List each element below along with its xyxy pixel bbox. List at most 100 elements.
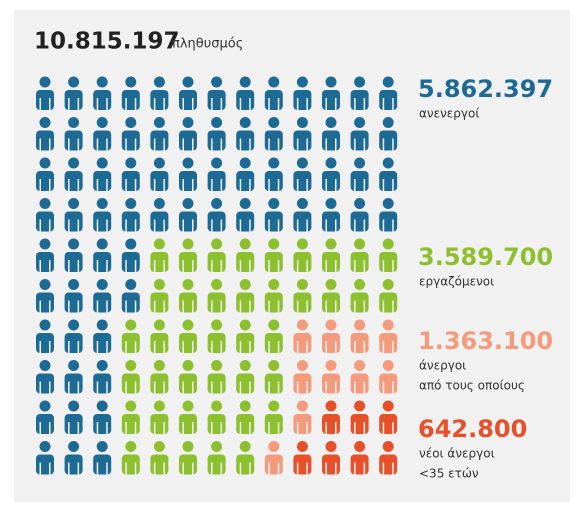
icon-body: [293, 454, 312, 475]
icon-gap: [249, 341, 251, 353]
icon-head: [268, 400, 280, 412]
icon-body: [64, 211, 83, 232]
person-icon: [350, 360, 369, 394]
icon-gap: [363, 219, 366, 232]
icon-body: [64, 171, 83, 191]
icon-head: [239, 117, 251, 128]
icon-gap: [68, 341, 70, 353]
icon-head: [39, 279, 51, 290]
person-icon: [121, 157, 140, 191]
icon-gap: [153, 300, 156, 313]
icon-gap: [268, 260, 270, 272]
icon-gap: [296, 179, 299, 191]
icon-gap: [296, 381, 299, 394]
icon-gap: [363, 462, 366, 475]
icon-head: [296, 400, 308, 412]
icon-body: [179, 211, 197, 232]
group-label: νέοι άνεργοι: [419, 447, 495, 461]
icon-head: [68, 157, 80, 169]
person-icon: [64, 441, 83, 475]
icon-gap: [335, 462, 337, 475]
icon-head: [153, 400, 165, 412]
person-icon: [264, 198, 283, 232]
icon-head: [325, 198, 337, 209]
icon-gap: [96, 341, 99, 353]
icon-head: [39, 319, 51, 331]
icon-gap: [96, 219, 99, 232]
icon-head: [39, 76, 51, 88]
icon-gap: [249, 179, 251, 191]
icon-gap: [335, 179, 337, 191]
icon-gap: [39, 300, 41, 313]
icon-gap: [68, 422, 70, 434]
person-icon: [322, 117, 340, 151]
icon-gap: [96, 462, 99, 475]
icon-gap: [211, 260, 213, 272]
icon-gap: [182, 98, 184, 110]
person-icon: [236, 117, 255, 151]
icon-gap: [192, 219, 194, 232]
person-icon: [293, 441, 312, 475]
icon-gap: [277, 179, 280, 191]
person-icon: [379, 117, 398, 151]
icon-body: [264, 211, 283, 232]
icon-gap: [106, 179, 108, 191]
icon-head: [296, 238, 308, 250]
icon-head: [125, 198, 137, 209]
icon-gap: [68, 462, 70, 475]
icon-body: [93, 171, 112, 191]
icon-gap: [363, 260, 366, 272]
person-icon: [207, 279, 226, 313]
icon-body: [264, 292, 283, 313]
icon-body: [264, 414, 283, 434]
person-icon: [64, 400, 83, 434]
icon-head: [96, 360, 108, 371]
person-icon: [121, 400, 140, 434]
person-icon: [179, 319, 197, 353]
icon-gap: [96, 260, 99, 272]
icon-gap: [306, 260, 308, 272]
icon-gap: [249, 462, 251, 475]
icon-head: [354, 441, 366, 452]
icon-gap: [49, 462, 51, 475]
icon-body: [236, 130, 255, 151]
person-icon: [293, 319, 312, 353]
icon-gap: [268, 138, 270, 151]
icon-body: [121, 373, 140, 394]
person-icon: [121, 319, 140, 353]
icon-gap: [49, 219, 51, 232]
icon-head: [211, 400, 223, 412]
icon-gap: [335, 300, 337, 313]
icon-gap: [211, 381, 213, 394]
icon-head: [354, 76, 366, 88]
person-icon: [64, 117, 83, 151]
person-icon: [64, 279, 83, 313]
icon-gap: [163, 381, 165, 394]
icon-body: [36, 333, 54, 353]
icon-head: [382, 279, 394, 290]
icon-gap: [163, 422, 165, 434]
person-icon: [293, 76, 312, 110]
icon-grid: [36, 76, 398, 475]
icon-body: [93, 454, 112, 475]
icon-head: [382, 76, 394, 88]
icon-gap: [211, 179, 213, 191]
group-label: εργαζόμενοι: [419, 275, 494, 289]
icon-head: [211, 279, 223, 290]
icon-gap: [106, 138, 108, 151]
icon-head: [182, 279, 194, 290]
person-icon: [379, 441, 398, 475]
icon-head: [68, 76, 80, 88]
icon-gap: [239, 300, 242, 313]
icon-gap: [106, 422, 108, 434]
icon-head: [354, 198, 366, 209]
person-icon: [350, 279, 369, 313]
icon-gap: [211, 462, 213, 475]
icon-gap: [39, 381, 41, 394]
icon-gap: [125, 179, 127, 191]
icon-body: [207, 292, 226, 313]
icon-gap: [277, 462, 280, 475]
icon-body: [179, 252, 197, 272]
icon-body: [36, 211, 54, 232]
icon-body: [179, 414, 197, 434]
